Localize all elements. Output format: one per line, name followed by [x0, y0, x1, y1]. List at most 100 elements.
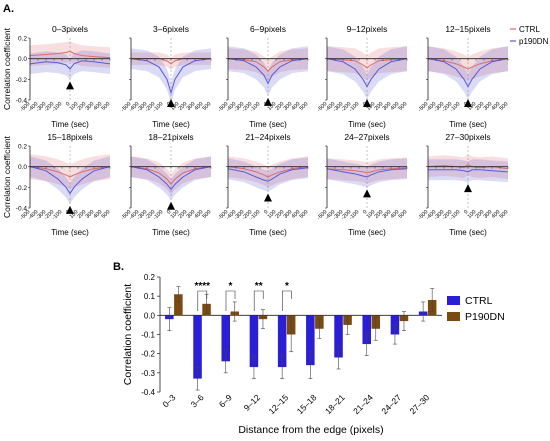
significance-label: **: [255, 281, 263, 292]
trough-marker: [264, 97, 272, 106]
panel-a-line-grid: 0–3pixels0.20.0-0.2-0.4-500-400-300-200-…: [2, 24, 549, 237]
error-band-p190dn: [30, 156, 110, 204]
x-tick-label: 500: [202, 101, 213, 112]
trough-marker: [66, 81, 74, 90]
x-tick-label: -100: [348, 209, 360, 221]
legend-swatch-ctrl: [447, 296, 460, 305]
significance-bracket: [197, 290, 208, 311]
trough-marker: [66, 205, 74, 214]
x-tick-label: 300: [483, 101, 494, 112]
x-axis-label: Time (sec): [348, 228, 386, 237]
bar-p190dn: [174, 294, 183, 316]
x-tick-label: 200: [374, 209, 385, 220]
significance-label: *: [229, 281, 233, 292]
x-tick-label: 400: [194, 101, 205, 112]
subplot-title: 18–21pixels: [148, 132, 193, 142]
x-tick-label: 15–18: [295, 392, 319, 416]
series-line-ctrl: [227, 58, 309, 72]
panel-b-bar-chart: 0.2 0.1 0.0 -0.1 -0.2 -0.3 -0.4 Correlation coe…: [122, 273, 505, 436]
x-tick-label: 200: [475, 101, 486, 112]
x-tick-label: -100: [51, 209, 63, 221]
y-tick-label: -0.2: [16, 77, 28, 84]
trough-marker: [464, 99, 472, 107]
y-tick-label: -0.4: [16, 98, 28, 105]
bar-ctrl: [193, 315, 202, 379]
x-tick-label: 500: [499, 101, 510, 112]
x-tick-label: 400: [491, 101, 502, 112]
legend-swatch-p190dn: [447, 312, 460, 321]
bar-ctrl: [334, 315, 343, 358]
x-tick-label: 3–6: [189, 392, 206, 409]
y-tick-label: 0.2: [144, 273, 156, 282]
trough-marker: [363, 99, 371, 107]
x-tick-label: 0: [362, 209, 368, 215]
x-tick-label: 400: [390, 101, 401, 112]
series-line-p190dn: [227, 167, 309, 182]
y-tick-label: 0.2: [18, 144, 27, 151]
x-tick-label: 6–9: [217, 392, 234, 409]
bar-ctrl: [249, 315, 259, 368]
x-tick-label: -100: [348, 101, 360, 113]
x-tick-label: 500: [101, 209, 112, 220]
x-axis-label: Time (sec): [152, 228, 190, 237]
x-tick-label: 500: [398, 209, 409, 220]
error-band-p190dn: [327, 46, 407, 99]
series-line-ctrl: [427, 58, 509, 70]
series-line-p190dn: [428, 169, 509, 173]
y-tick-label: 0.1: [144, 292, 156, 301]
x-tick-label: 100: [69, 101, 80, 112]
trough-marker: [363, 189, 371, 198]
error-band-ctrl: [131, 52, 211, 71]
error-band-p190dn: [30, 50, 110, 80]
x-tick-label: 200: [178, 101, 189, 112]
x-tick-label: 100: [170, 209, 181, 220]
trough-marker: [464, 184, 472, 193]
series-line-ctrl: [29, 50, 111, 59]
series-line-ctrl: [29, 166, 111, 178]
y-axis-label: Correlation coefficient: [2, 27, 12, 110]
series-line-p190dn: [130, 58, 212, 95]
x-tick-label: -100: [449, 209, 461, 221]
x-tick-label: 200: [275, 101, 286, 112]
x-tick-label: 300: [483, 209, 494, 220]
x-axis-label: Time (sec): [152, 120, 190, 129]
y-tick-label: -0.4: [141, 388, 155, 397]
x-tick-label: -100: [152, 209, 164, 221]
x-tick-label: 500: [398, 101, 409, 112]
x-tick-label: 21–24: [351, 392, 375, 416]
y-tick-label: -0.1: [141, 331, 155, 340]
x-tick-label: 300: [283, 101, 294, 112]
x-axis-label: Distance from the edge (pixels): [238, 424, 383, 436]
subplot-title: 6–9pixels: [250, 24, 286, 34]
bar-ctrl: [306, 315, 315, 366]
y-tick-label: 0.2: [18, 36, 27, 43]
error-band-p190dn: [131, 48, 211, 104]
x-tick-label: 100: [366, 101, 377, 112]
x-tick-label: 0: [65, 101, 71, 107]
significance-label: ****: [195, 281, 211, 292]
y-axis-label: Correlation coefficient: [122, 284, 134, 385]
error-band-p190dn: [131, 156, 211, 200]
x-tick-label: 300: [85, 101, 96, 112]
x-tick-label: 300: [283, 209, 294, 220]
trough-marker: [167, 201, 175, 210]
subplot-title: 12–15pixels: [445, 24, 490, 34]
series-line-p190dn: [29, 166, 111, 195]
x-tick-label: 0: [263, 209, 269, 215]
legend-label: p190DN: [519, 37, 549, 46]
panel-label-a: A.: [3, 3, 14, 15]
x-axis-label: Time (sec): [249, 228, 287, 237]
subplot-title: 21–24pixels: [245, 132, 290, 142]
x-tick-label: 300: [186, 101, 197, 112]
series-line-p190dn: [29, 60, 111, 70]
series-line-ctrl: [227, 166, 309, 178]
x-tick-label: 18–21: [323, 392, 347, 416]
x-tick-label: -100: [249, 209, 261, 221]
series-line-p190dn: [227, 58, 309, 85]
error-band-p190dn: [428, 46, 508, 99]
subplot-title: 24–27pixels: [344, 132, 389, 142]
x-tick-label: 0–3: [160, 392, 177, 409]
bar-ctrl: [362, 315, 371, 345]
x-tick-label: 300: [85, 209, 96, 220]
x-tick-label: -100: [152, 101, 164, 113]
